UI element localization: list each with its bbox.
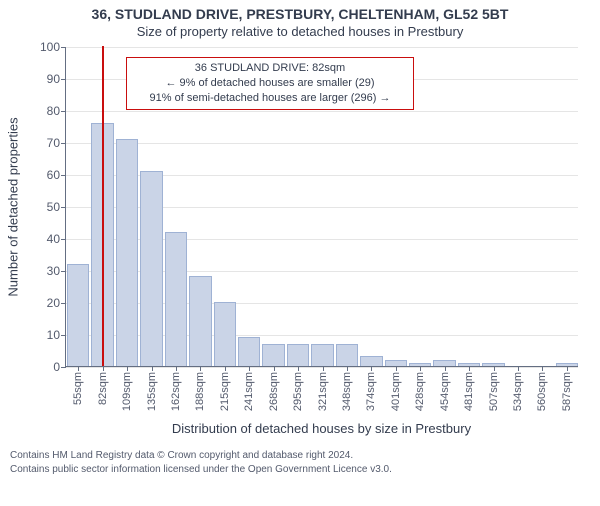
x-tick-label: 507sqm [488, 366, 500, 411]
plot-area: 010203040506070809010055sqm82sqm109sqm13… [65, 47, 578, 367]
annotation-line: 91% of semi-detached houses are larger (… [135, 91, 405, 106]
x-axis-label: Distribution of detached houses by size … [65, 421, 578, 436]
histogram-bar [336, 344, 358, 366]
attribution-footer: Contains HM Land Registry data © Crown c… [0, 443, 600, 476]
y-tick-label: 90 [47, 72, 66, 86]
x-tick-label: 82sqm [97, 366, 109, 405]
y-tick-label: 50 [47, 200, 66, 214]
grid-line [66, 111, 578, 112]
x-tick-label: 295sqm [292, 366, 304, 411]
x-tick-label: 268sqm [268, 366, 280, 411]
histogram-bar [116, 139, 138, 366]
histogram-bar [214, 302, 236, 366]
grid-line [66, 47, 578, 48]
histogram-bar [189, 276, 211, 366]
x-tick-label: 135sqm [146, 366, 158, 411]
y-tick-label: 100 [40, 40, 66, 54]
x-tick-label: 188sqm [194, 366, 206, 411]
x-tick-label: 560sqm [536, 366, 548, 411]
x-tick-label: 454sqm [439, 366, 451, 411]
y-tick-label: 10 [47, 328, 66, 342]
histogram-bar [311, 344, 333, 366]
subject-property-marker [102, 46, 104, 366]
histogram-bar [165, 232, 187, 366]
x-tick-label: 215sqm [219, 366, 231, 411]
x-tick-label: 162sqm [170, 366, 182, 411]
annotation-line: ← 9% of detached houses are smaller (29) [135, 76, 405, 91]
page-subtitle: Size of property relative to detached ho… [0, 24, 600, 39]
annotation-box: 36 STUDLAND DRIVE: 82sqm← 9% of detached… [126, 57, 414, 110]
histogram-bar [262, 344, 284, 366]
x-tick-label: 401sqm [390, 366, 402, 411]
histogram-bar [238, 337, 260, 366]
x-tick-label: 534sqm [512, 366, 524, 411]
histogram-bar [287, 344, 309, 366]
x-tick-label: 321sqm [317, 366, 329, 411]
y-tick-label: 20 [47, 296, 66, 310]
x-tick-label: 348sqm [341, 366, 353, 411]
histogram-bar [360, 356, 382, 366]
x-tick-label: 109sqm [121, 366, 133, 411]
y-tick-label: 70 [47, 136, 66, 150]
footer-line-2: Contains public sector information licen… [10, 463, 590, 477]
x-tick-label: 241sqm [243, 366, 255, 411]
x-tick-label: 428sqm [414, 366, 426, 411]
histogram-bar [67, 264, 89, 366]
grid-line [66, 143, 578, 144]
x-tick-label: 587sqm [561, 366, 573, 411]
y-tick-label: 60 [47, 168, 66, 182]
y-tick-label: 80 [47, 104, 66, 118]
x-tick-label: 481sqm [463, 366, 475, 411]
histogram-bar [140, 171, 162, 366]
x-tick-label: 374sqm [365, 366, 377, 411]
y-tick-label: 40 [47, 232, 66, 246]
footer-line-1: Contains HM Land Registry data © Crown c… [10, 449, 590, 463]
y-tick-label: 0 [53, 360, 66, 374]
y-axis-label: Number of detached properties [6, 117, 21, 296]
x-tick-label: 55sqm [72, 366, 84, 405]
annotation-line: 36 STUDLAND DRIVE: 82sqm [135, 61, 405, 76]
chart-container: 0 10 20 30 40 50 60 70 80 90 100 55sqm 82sqm 109sqm 13… [0, 43, 600, 443]
y-tick-label: 30 [47, 264, 66, 278]
page-title-address: 36, STUDLAND DRIVE, PRESTBURY, CHELTENHA… [0, 6, 600, 22]
